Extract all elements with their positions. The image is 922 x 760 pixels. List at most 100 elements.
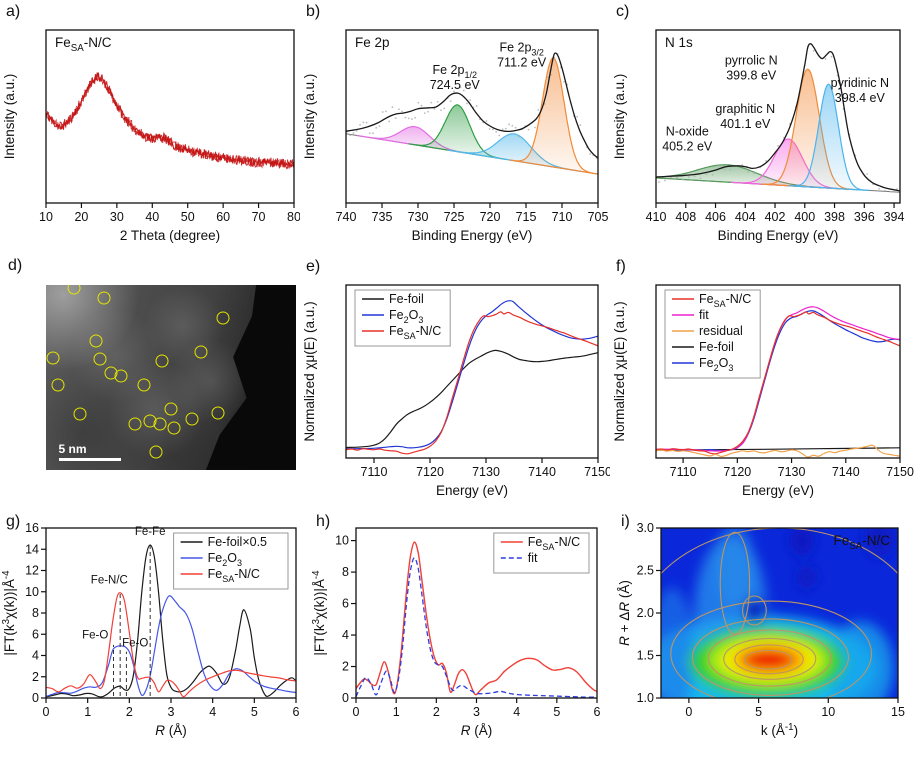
x-tick-label: 20 — [74, 210, 88, 224]
x-tick-label: 7130 — [472, 465, 500, 479]
wavelet-intensity-layer — [715, 528, 755, 609]
x-axis-title: Energy (eV) — [742, 483, 814, 498]
raw-data-point — [753, 172, 756, 175]
annotation: Fe-N/C — [91, 574, 128, 586]
x-axis-title: Binding Energy (eV) — [412, 228, 533, 243]
annotation: 398.4 eV — [835, 91, 886, 105]
x-tick-label: 70 — [252, 210, 266, 224]
raw-data-point — [375, 126, 378, 129]
raw-data-point — [550, 73, 553, 76]
y-tick-label: 2.0 — [637, 606, 654, 620]
series-fe2o3 — [346, 300, 598, 450]
x-tick-label: 5 — [755, 705, 762, 719]
annotation: pyridinic N — [831, 76, 889, 90]
x-tick-label: 5 — [251, 705, 258, 719]
scale-bar: 5 nm — [58, 442, 121, 461]
single-atom-marker — [164, 402, 177, 416]
raw-data-point — [394, 117, 397, 119]
raw-data-point — [362, 121, 365, 124]
single-atom-marker — [185, 412, 198, 426]
raw-data-point — [747, 171, 750, 173]
annotation: Fe 2p1/2 — [432, 63, 476, 80]
raw-data-point — [664, 179, 666, 182]
raw-data-point — [466, 102, 468, 105]
x-axis-title: k (Å-1) — [761, 722, 798, 738]
annotation: 405.2 eV — [662, 140, 713, 154]
raw-data-point — [352, 132, 355, 135]
raw-data-point — [777, 144, 779, 147]
x-tick-label: 0 — [43, 705, 50, 719]
x-tick-label: 410 — [646, 210, 667, 224]
chart-svg-e: e) 7110 7120 7130 7140 7150 Energy (eV) Normali… — [302, 258, 612, 498]
raw-data-point — [378, 125, 381, 128]
series-fesa-n-c — [356, 541, 597, 696]
legend-label: Fe-foil — [389, 292, 424, 306]
raw-data-point — [385, 110, 387, 113]
y-tick-label: 0 — [32, 691, 39, 705]
x-axis-title: R (Å) — [461, 723, 493, 738]
raw-data-point — [687, 176, 690, 178]
in-plot-title: N 1s — [665, 35, 693, 50]
single-atom-marker — [167, 421, 180, 435]
single-atom-marker — [93, 352, 107, 366]
series-fit — [356, 557, 597, 698]
raw-data-point — [547, 76, 549, 79]
raw-data-point — [430, 101, 433, 104]
chart-svg-h: h) 0 1 2 3 4 5 6 0 2 4 6 8 10 R (Å) |FT(k3χ(k))|Å-4 FeSA… — [311, 513, 601, 738]
panel-i-wavelet-heatmap: i) 0 5 10 15 1.0 1.5 2.0 2.5 3.0 k (Å-1) R + ΔR (Å)… — [615, 510, 922, 760]
single-atom-marker — [114, 369, 128, 383]
y-tick-label: 2 — [32, 670, 39, 684]
x-axis-title: 2 Theta (degree) — [120, 228, 220, 243]
single-atom-marker — [137, 378, 150, 392]
chart-svg-i: i) 0 5 10 15 1.0 1.5 2.0 2.5 3.0 k (Å-1) R + ΔR (Å)… — [617, 513, 905, 738]
raw-data-point — [410, 118, 413, 121]
raw-data-point — [824, 58, 827, 60]
x-tick-label: 710 — [552, 210, 573, 224]
raw-data-point — [729, 168, 732, 171]
single-atom-marker — [194, 345, 207, 359]
panel-h-exafs-fit-chart: h) 0 1 2 3 4 5 6 0 2 4 6 8 10 R (Å) |FT(k3χ(k))|Å-4 FeSA… — [310, 510, 615, 760]
y-tick-label: 1.5 — [637, 649, 654, 663]
raw-data-point — [427, 110, 429, 113]
raw-data-point — [462, 89, 465, 92]
annotation: 711.2 eV — [497, 56, 547, 70]
scale-bar-line — [58, 457, 121, 461]
annotation: Fe-Fe — [135, 526, 166, 538]
y-tick-label: 1.0 — [637, 691, 654, 705]
single-atom-marker — [149, 445, 162, 459]
y-axis-title: R + ΔR (Å) — [617, 580, 632, 646]
raw-data-point — [485, 120, 488, 122]
panel-letter: g) — [6, 513, 20, 530]
raw-data-point — [830, 55, 833, 58]
raw-data-point — [504, 127, 507, 130]
raw-data-point — [669, 176, 672, 179]
raw-data-point — [576, 115, 579, 118]
raw-data-point — [491, 128, 494, 131]
legend-label: fit — [699, 308, 709, 322]
raw-data-point — [417, 101, 420, 104]
panel-letter: f) — [616, 258, 626, 275]
raw-data-point — [553, 56, 556, 59]
raw-data-point — [771, 159, 773, 162]
annotation: Fe-O — [122, 637, 148, 649]
raw-data-point — [391, 106, 394, 109]
legend-label: FeSA-N/C — [699, 292, 751, 309]
annotation: N-oxide — [666, 125, 709, 139]
x-tick-label: 720 — [480, 210, 501, 224]
raw-data-point — [453, 90, 455, 93]
raw-data-point — [878, 187, 881, 190]
axes-box — [345, 29, 599, 204]
raw-data-point — [414, 116, 417, 119]
panel-letter: b) — [306, 3, 320, 20]
raw-data-point — [381, 111, 384, 113]
y-tick-label: 6 — [32, 627, 39, 641]
raw-data-point — [498, 134, 501, 137]
contour-line — [707, 629, 832, 687]
legend-box — [493, 532, 590, 574]
legend-label: residual — [699, 324, 743, 338]
annotation: graphitic N — [715, 102, 775, 116]
x-tick-label: 80 — [287, 210, 300, 224]
legend-label: Fe-foil×0.5 — [208, 535, 267, 549]
raw-data-point — [563, 80, 566, 83]
